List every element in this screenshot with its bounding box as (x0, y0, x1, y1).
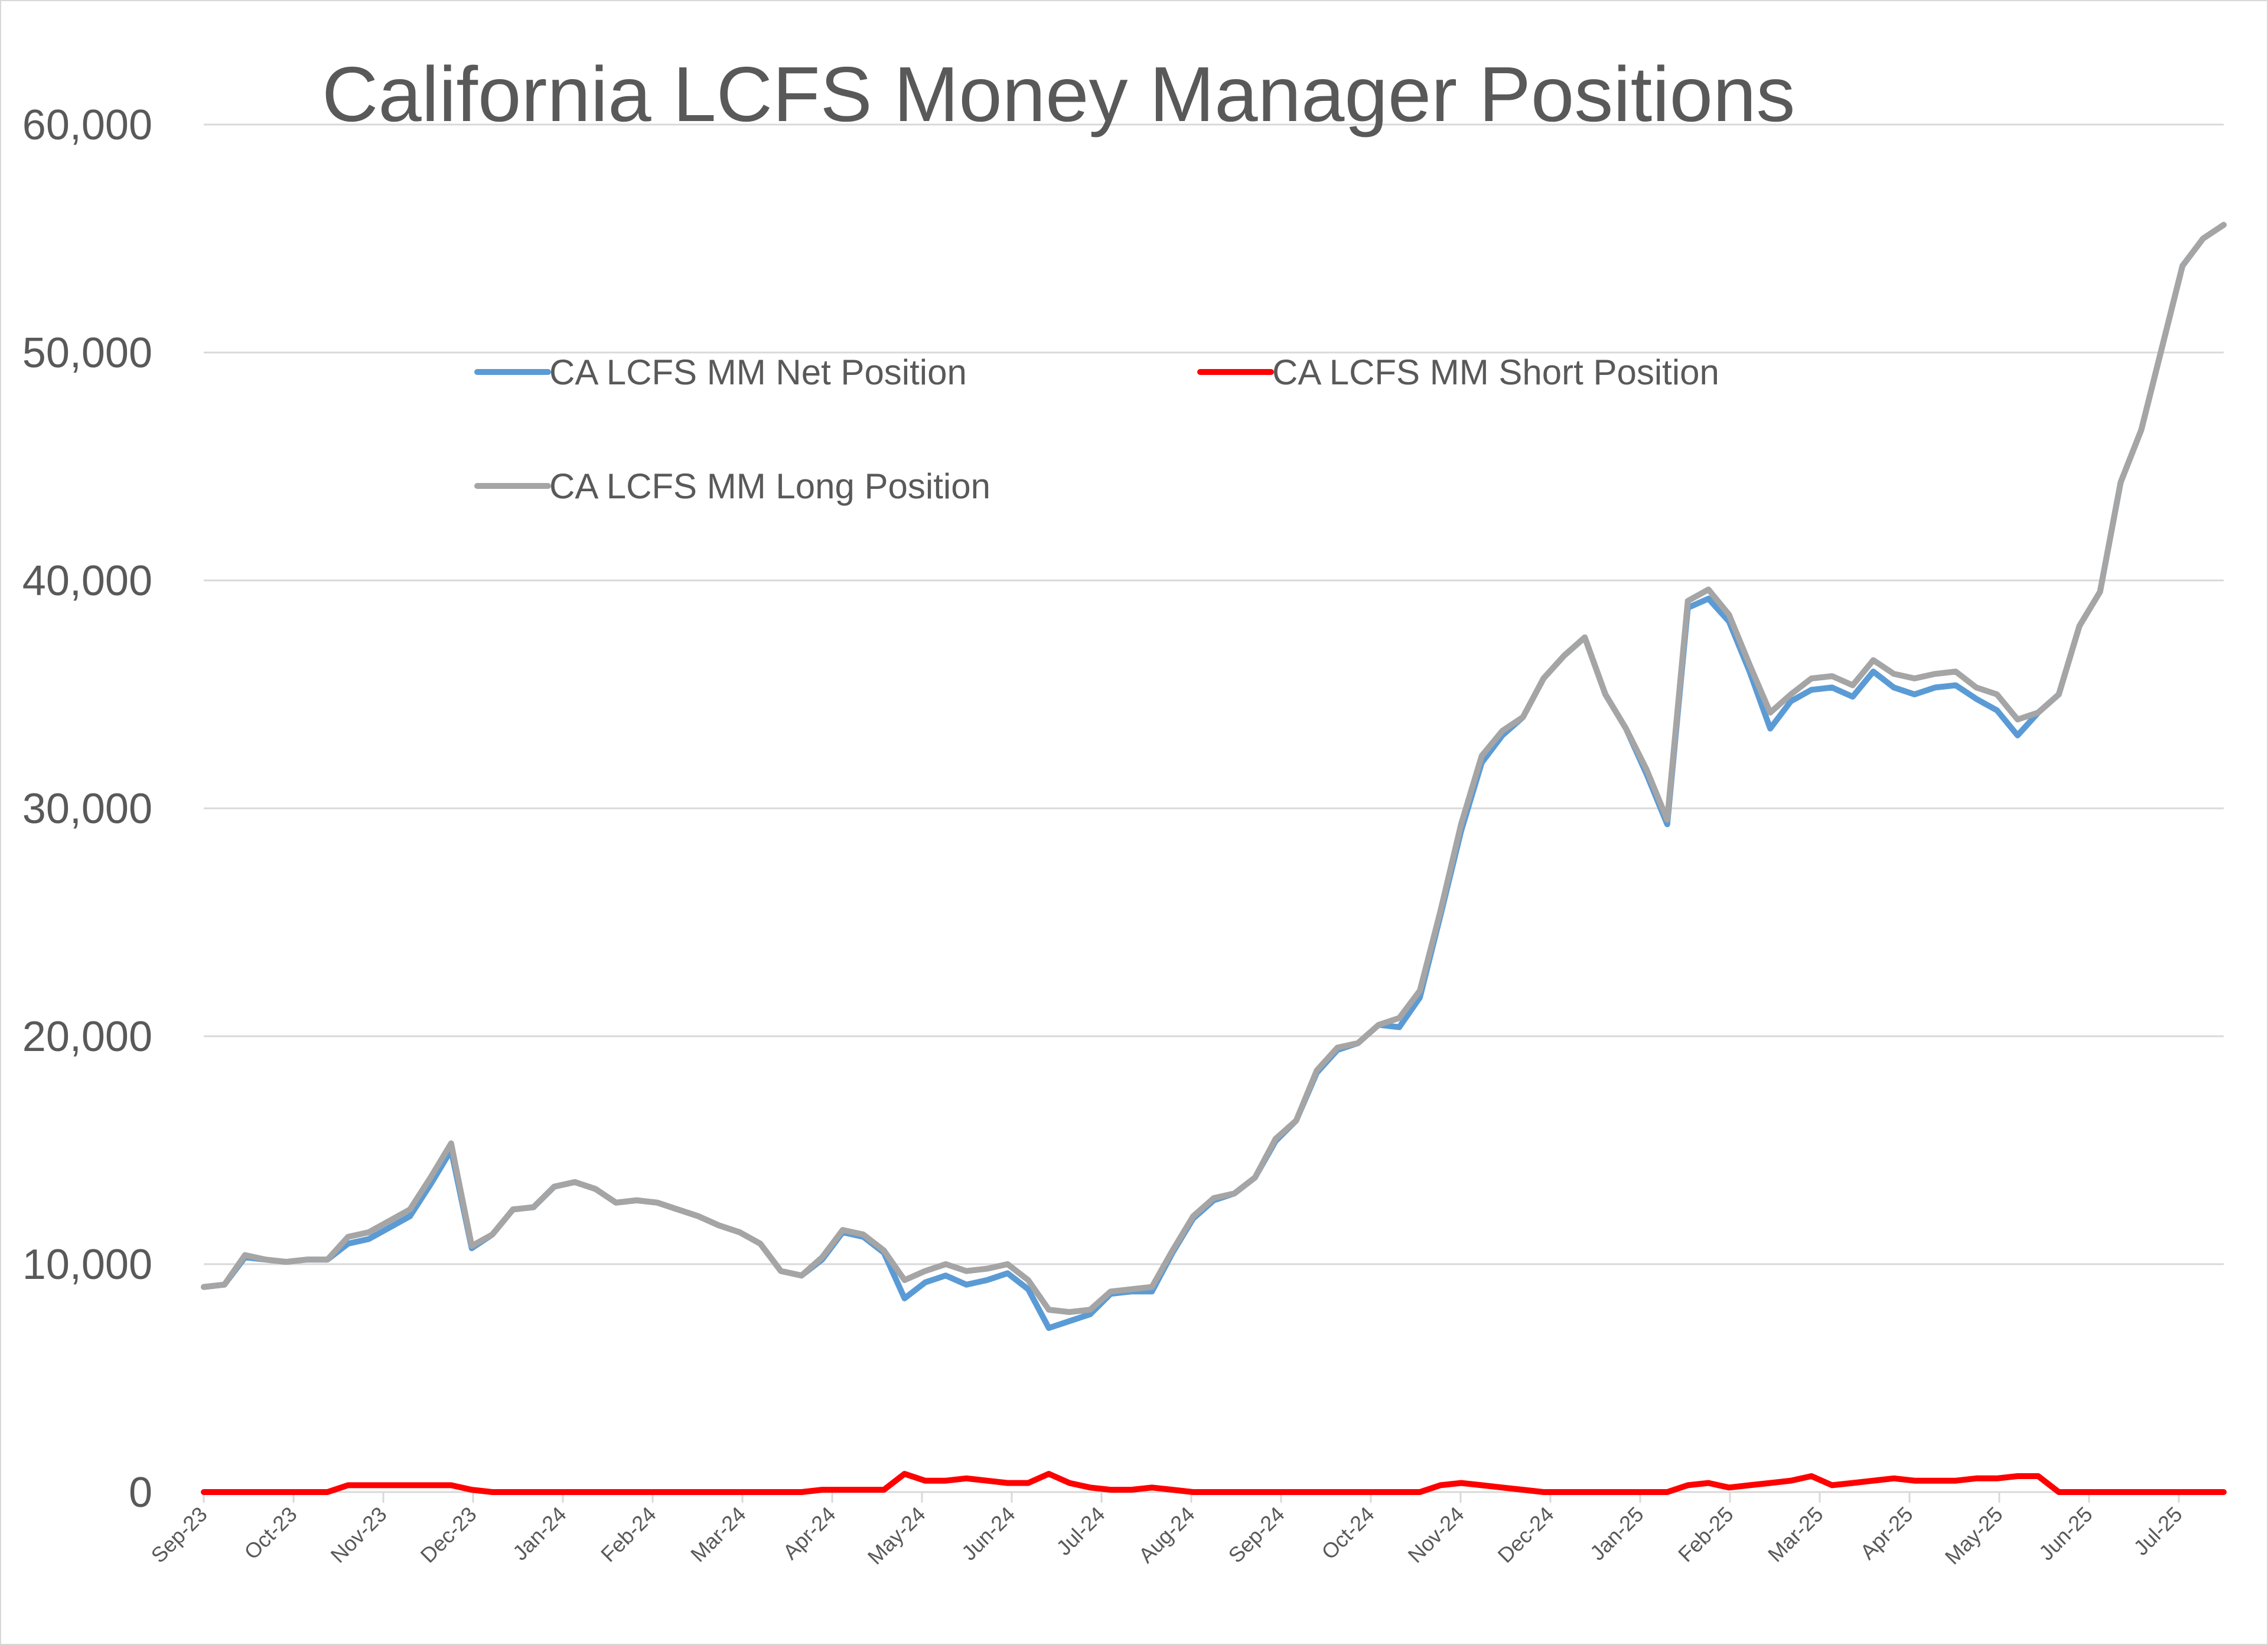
x-tick-label: Mar-25 (1763, 1502, 1828, 1567)
x-tick-label: Jun-24 (957, 1502, 1020, 1565)
legend-label-ca-lcfs-mm-long-position: CA LCFS MM Long Position (549, 466, 990, 506)
x-tick-labels: Sep-23 Oct-23 Nov-23 Dec-23 Jan-24 Feb-24 Mar-… (146, 1502, 2187, 1569)
x-tick-label: Feb-24 (596, 1502, 661, 1567)
x-tick-label: Apr-24 (778, 1502, 840, 1564)
y-tick-label: 40,000 (22, 557, 152, 605)
x-tick-label: Apr-25 (1855, 1502, 1917, 1564)
x-tick-label: Oct-24 (1317, 1502, 1379, 1564)
series-line-ca-lcfs-mm-short-position (201, 1471, 2227, 1495)
x-tick-label: Jun-25 (2034, 1502, 2097, 1565)
x-tick-label: May-25 (1940, 1502, 2008, 1569)
x-tick-label: Jul-24 (1051, 1502, 1109, 1560)
x-tick-label: Jan-24 (508, 1502, 571, 1565)
y-tick-label: 60,000 (22, 102, 152, 149)
y-tick-labels: 0 10,000 20,000 30,000 40,000 50,000 60,000 (22, 102, 152, 1516)
chart-title: California LCFS Money Manager Positions (322, 51, 1795, 138)
y-tick-label: 20,000 (22, 1013, 152, 1060)
series-line-ca-lcfs-mm-net-position (201, 221, 2227, 1331)
x-tick-label: Jan-25 (1585, 1502, 1648, 1565)
legend: CA LCFS MM Net Position CA LCFS MM Short … (474, 352, 1719, 506)
grid-layer (204, 123, 2224, 1265)
x-tick-label: Nov-23 (326, 1502, 392, 1568)
x-tick-label: Sep-24 (1224, 1502, 1289, 1568)
series-line-ca-lcfs-mm-long-position (201, 221, 2227, 1316)
x-tick-label: Feb-25 (1673, 1502, 1738, 1567)
y-tick-label: 10,000 (22, 1241, 152, 1288)
x-tick-label: May-24 (863, 1502, 930, 1569)
y-tick-label: 50,000 (22, 329, 152, 377)
legend-label-ca-lcfs-mm-net-position: CA LCFS MM Net Position (549, 352, 967, 392)
legend-label-ca-lcfs-mm-short-position: CA LCFS MM Short Position (1272, 352, 1719, 392)
x-tick-label: Dec-24 (1493, 1502, 1559, 1568)
x-tick-label: Oct-23 (239, 1502, 301, 1564)
y-tick-label: 0 (129, 1469, 152, 1516)
x-tick-label: Nov-24 (1403, 1502, 1469, 1568)
x-tick-label: Dec-23 (416, 1502, 481, 1568)
y-tick-label: 30,000 (22, 785, 152, 833)
series-layer (201, 221, 2227, 1495)
x-tick-label: Aug-24 (1134, 1502, 1200, 1568)
x-tick-label: Jul-25 (2129, 1502, 2186, 1560)
x-tick-label: Mar-24 (686, 1502, 751, 1567)
x-tick-label: Sep-23 (146, 1502, 212, 1568)
